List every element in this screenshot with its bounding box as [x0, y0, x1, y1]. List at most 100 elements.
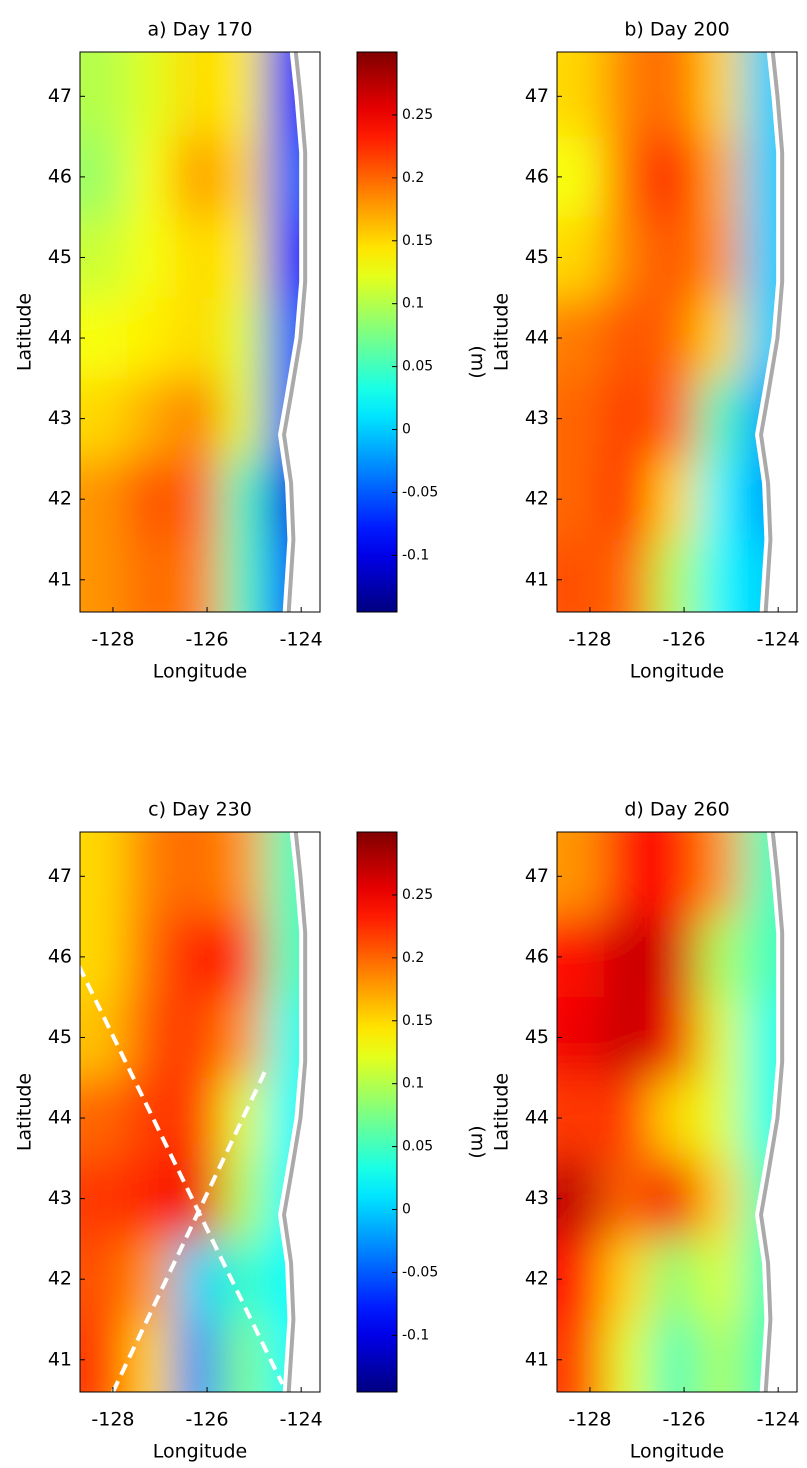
cell [604, 378, 652, 460]
cell [221, 997, 267, 1079]
y-tick-label: 46 [48, 945, 72, 967]
cell [80, 832, 128, 918]
cell [174, 916, 222, 998]
axes-frame [79, 831, 321, 1393]
y-tick-label: 41 [48, 568, 72, 590]
cell [698, 1158, 744, 1240]
x-axis-label: Longitude [153, 1441, 248, 1463]
cell [127, 1319, 175, 1392]
y-axis-label: Latitude [14, 1073, 36, 1151]
cell [698, 997, 744, 1079]
cell [698, 217, 744, 299]
cell [698, 136, 744, 218]
cell [174, 1319, 222, 1392]
cell [127, 136, 175, 218]
cell [80, 458, 128, 540]
y-tick-label: 44 [48, 327, 72, 349]
coastline [279, 832, 308, 1392]
cell [80, 136, 128, 218]
section-line [111, 1068, 268, 1392]
cell [80, 52, 128, 138]
x-tick-label: -124 [280, 1409, 323, 1431]
coastline [754, 832, 781, 1392]
y-tick-label: 41 [525, 568, 549, 590]
cell [698, 1077, 744, 1159]
cell [221, 52, 267, 138]
axes-frame [79, 51, 321, 613]
cell [651, 378, 699, 460]
y-tick-label: 45 [525, 246, 549, 268]
y-tick-label: 42 [48, 488, 72, 510]
cell [127, 378, 175, 460]
cell [127, 1158, 175, 1240]
cell [651, 832, 699, 918]
coastline [756, 832, 785, 1392]
cell [127, 297, 175, 379]
y-tick-label: 43 [48, 1187, 72, 1209]
y-tick-label: 47 [48, 85, 72, 107]
cell [127, 997, 175, 1079]
cell [80, 1319, 128, 1392]
cell [604, 217, 652, 299]
cell [221, 832, 267, 918]
colorbar-label: (m) [467, 1125, 489, 1158]
cell [221, 378, 267, 460]
cell [557, 297, 605, 379]
y-tick-label: 43 [525, 1187, 549, 1209]
cell [174, 378, 222, 460]
x-tick-label: -126 [662, 1409, 705, 1431]
cell [557, 539, 605, 612]
cell [80, 1077, 128, 1159]
x-tick-label: -126 [662, 629, 705, 651]
cell [651, 1319, 699, 1392]
cell [698, 1319, 744, 1392]
colorbar-tick-label: 0.05 [402, 359, 433, 375]
cell [604, 52, 652, 138]
cell [174, 539, 222, 612]
x-tick-label: -124 [280, 629, 323, 651]
cell [80, 217, 128, 299]
y-tick-label: 46 [48, 165, 72, 187]
cell [127, 458, 175, 540]
y-tick-label: 45 [525, 1026, 549, 1048]
cell [557, 1319, 605, 1392]
cell [557, 378, 605, 460]
x-axis-label: Longitude [630, 661, 725, 683]
cell [604, 136, 652, 218]
cell [557, 217, 605, 299]
coastline [277, 52, 304, 612]
cell [174, 297, 222, 379]
cell [174, 1077, 222, 1159]
coastline [277, 832, 304, 1392]
cell [604, 1077, 652, 1159]
y-tick-label: 45 [48, 1026, 72, 1048]
cell [174, 1238, 222, 1320]
cell [651, 217, 699, 299]
cell [651, 52, 699, 138]
cell [127, 832, 175, 918]
map [80, 52, 320, 612]
x-tick-label: -124 [757, 1409, 800, 1431]
colorbar-tick-label: 0 [402, 1202, 411, 1218]
x-tick-label: -128 [568, 1409, 611, 1431]
cell [604, 997, 652, 1079]
cell [174, 458, 222, 540]
colorbar-tick-label: -0.1 [402, 1327, 429, 1343]
x-tick-label: -128 [91, 629, 134, 651]
cell [651, 997, 699, 1079]
cell [651, 458, 699, 540]
cell [174, 832, 222, 918]
panel-title: a) Day 170 [148, 19, 253, 41]
cell [698, 52, 744, 138]
cell [127, 539, 175, 612]
y-axis-label: Latitude [491, 293, 513, 371]
colorbar-tick-label: -0.1 [402, 547, 429, 563]
cell [221, 297, 267, 379]
x-tick-label: -124 [757, 629, 800, 651]
cell [174, 136, 222, 218]
colorbar-tick-label: 0.15 [402, 1013, 433, 1029]
colorbar-label: (m) [467, 345, 489, 378]
cell [174, 52, 222, 138]
colorbar-tick-label: 0.2 [402, 170, 424, 186]
y-tick-label: 47 [525, 85, 549, 107]
